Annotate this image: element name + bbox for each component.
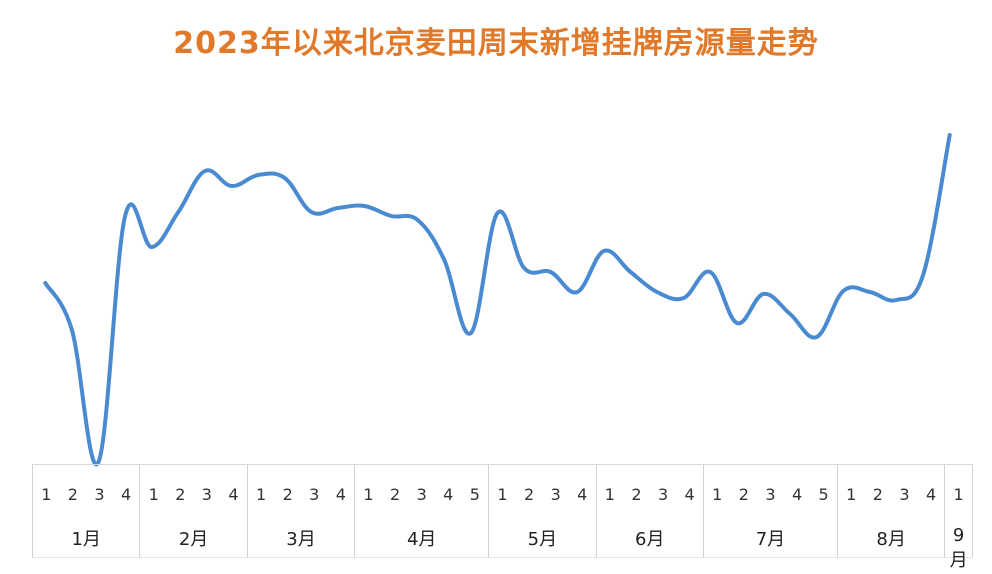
week-tick-label: 1 xyxy=(953,484,964,504)
week-tick-label: 4 xyxy=(120,484,132,504)
week-tick-label: 2 xyxy=(738,484,749,504)
month-group: 1 2 3 4 8月 xyxy=(836,465,944,557)
week-tick-label: 1 xyxy=(846,484,857,504)
week-tick-label: 3 xyxy=(550,484,561,504)
week-tick-label: 1 xyxy=(712,484,723,504)
week-tick-label: 4 xyxy=(925,484,937,504)
week-tick-label: 4 xyxy=(684,484,695,504)
month-group: 1 2 3 4 6月 xyxy=(595,465,703,557)
month-label: 4月 xyxy=(406,529,437,550)
week-tick-label: 3 xyxy=(899,484,910,504)
week-tick-label: 2 xyxy=(631,484,642,504)
month-label: 5月 xyxy=(527,529,558,550)
week-tick-label: 2 xyxy=(872,484,883,504)
month-label: 9月 xyxy=(949,525,968,571)
week-tick-label: 2 xyxy=(67,484,78,504)
week-tick-label: 3 xyxy=(657,484,669,504)
week-tick-label: 1 xyxy=(148,484,159,504)
week-tick-label: 3 xyxy=(416,484,427,504)
month-label: 7月 xyxy=(755,529,786,550)
series-line xyxy=(43,133,952,467)
week-tick-label: 3 xyxy=(94,484,105,504)
x-axis: 1 2 3 4 1月 1 2 3 4 2月 1 2 3 4 3月 1 2 3 4 5 4月 1 2 3 4 5月 1 2 3 4 6月 1 2 3… xyxy=(32,464,973,571)
week-tick-label: 3 xyxy=(309,484,320,504)
month-group: 1 2 3 4 5 7月 xyxy=(702,465,837,557)
month-group: 1 2 3 4 3月 xyxy=(246,465,354,557)
week-tick-label: 1 xyxy=(255,484,267,504)
week-tick-label: 3 xyxy=(201,484,212,504)
week-tick-label: 1 xyxy=(41,484,52,504)
week-tick-label: 2 xyxy=(282,484,293,504)
month-label: 2月 xyxy=(178,529,209,550)
chart-title: 2023年以来北京麦田周末新增挂牌房源量走势 xyxy=(173,26,819,61)
week-tick-label: 5 xyxy=(469,484,480,504)
month-group: 1 2 3 4 2月 xyxy=(139,465,246,557)
month-group: 1 2 3 4 1月 xyxy=(32,465,139,557)
week-tick-label: 4 xyxy=(335,484,346,504)
week-tick-label: 5 xyxy=(818,484,829,504)
week-tick-label: 4 xyxy=(577,484,588,504)
week-tick-label: 1 xyxy=(497,484,508,504)
month-group: 1 2 3 4 5月 xyxy=(488,465,595,557)
week-tick-label: 2 xyxy=(523,484,535,504)
week-tick-label: 1 xyxy=(604,484,615,504)
week-tick-label: 4 xyxy=(228,484,239,504)
week-tick-label: 3 xyxy=(765,484,776,504)
week-tick-label: 1 xyxy=(363,484,374,504)
month-label: 1月 xyxy=(71,529,101,550)
month-label: 3月 xyxy=(286,529,316,550)
month-label: 6月 xyxy=(635,529,665,550)
month-group: 1 9月 xyxy=(944,465,973,571)
month-label: 8月 xyxy=(876,529,906,550)
week-tick-label: 4 xyxy=(791,484,803,504)
week-tick-label: 4 xyxy=(443,484,454,504)
week-tick-label: 2 xyxy=(389,484,401,504)
week-tick-label: 2 xyxy=(175,484,186,504)
month-group: 1 2 3 4 5 4月 xyxy=(354,465,488,557)
